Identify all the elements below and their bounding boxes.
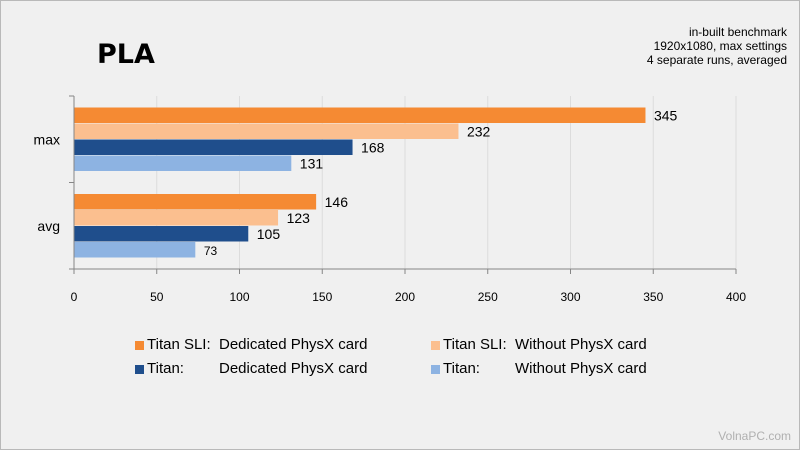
data-label: 123 xyxy=(287,210,311,226)
legend-series-label: Titan SLI: xyxy=(147,336,211,353)
data-label: 232 xyxy=(467,123,491,139)
legend-swatch xyxy=(431,365,440,374)
legend-swatch xyxy=(135,365,144,374)
legend-series-desc: Without PhysX card xyxy=(515,336,647,353)
bar xyxy=(74,194,317,210)
legend-series-label: Titan: xyxy=(147,360,184,377)
x-tick-label: 50 xyxy=(150,290,164,304)
x-tick-label: 200 xyxy=(395,290,415,304)
legend-series-label: Titan: xyxy=(443,360,480,377)
data-label: 168 xyxy=(361,139,385,155)
bar xyxy=(74,123,459,139)
x-tick-label: 400 xyxy=(726,290,746,304)
data-label: 345 xyxy=(654,107,678,123)
legend-swatch xyxy=(135,341,144,350)
x-tick-label: 100 xyxy=(229,290,249,304)
note-line: 4 separate runs, averaged xyxy=(646,53,787,67)
x-tick-label: 300 xyxy=(560,290,580,304)
watermark: VolnaPC.com xyxy=(718,429,791,443)
note-line: 1920x1080, max settings xyxy=(653,39,787,53)
bar xyxy=(74,226,249,242)
x-tick-label: 150 xyxy=(312,290,332,304)
bar xyxy=(74,155,292,171)
data-label: 146 xyxy=(325,194,349,210)
legend-series-desc: Dedicated PhysX card xyxy=(219,360,368,377)
x-tick-label: 0 xyxy=(71,290,78,304)
bar xyxy=(74,242,196,258)
chart-notes: in-built benchmark 1920x1080, max settin… xyxy=(647,25,787,67)
x-tick-label: 250 xyxy=(478,290,498,304)
x-tick-label: 350 xyxy=(643,290,663,304)
data-label: 73 xyxy=(204,244,218,258)
legend-series-label: Titan SLI: xyxy=(443,336,507,353)
data-label: 105 xyxy=(257,226,281,242)
legend-swatch xyxy=(431,341,440,350)
bar xyxy=(74,210,279,226)
chart-title: PLA xyxy=(97,39,155,70)
category-label: max xyxy=(34,131,60,147)
data-label: 131 xyxy=(300,155,324,171)
note-line: in-built benchmark xyxy=(688,25,787,39)
bar xyxy=(74,139,353,155)
category-label: avg xyxy=(37,218,60,234)
bar xyxy=(74,107,646,123)
legend-series-desc: Dedicated PhysX card xyxy=(219,336,368,353)
legend-series-desc: Without PhysX card xyxy=(515,360,647,377)
